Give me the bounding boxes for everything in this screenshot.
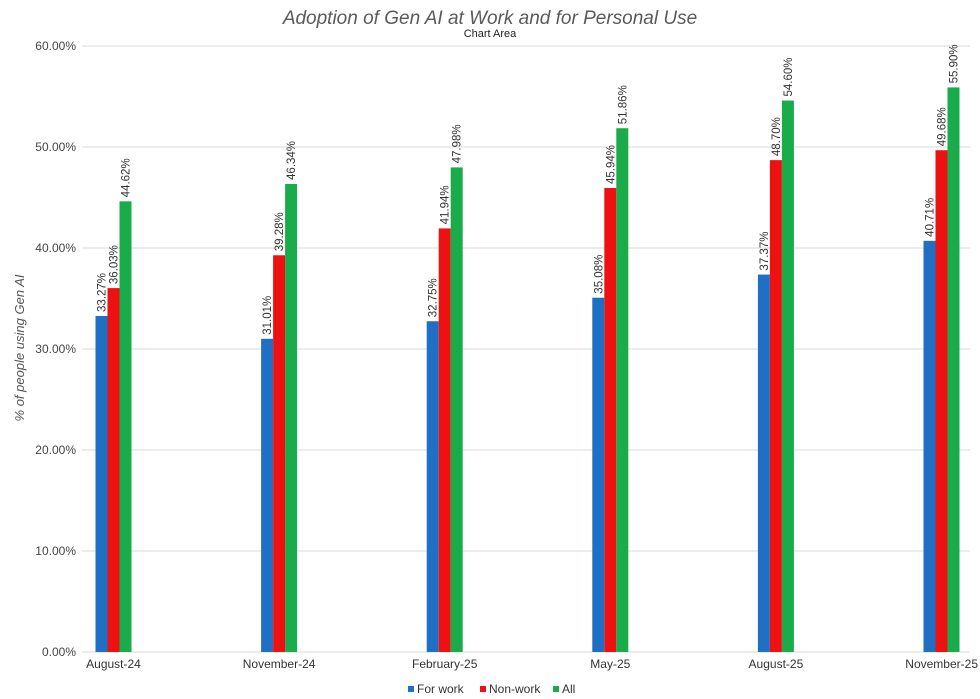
data-label: 45.94%	[605, 145, 617, 184]
x-tick-label: November-24	[243, 657, 316, 671]
data-label: 31.01%	[262, 296, 274, 335]
x-tick-label: May-25	[590, 657, 630, 671]
x-tick-label: August-24	[86, 657, 141, 671]
x-tick-label: August-25	[749, 657, 804, 671]
bar-for-work	[261, 338, 274, 652]
bar-for-work	[923, 240, 936, 653]
legend-swatch	[408, 686, 414, 692]
legend-label: All	[562, 682, 575, 696]
bar-non-work	[604, 188, 617, 653]
y-tick-label: 60.00%	[35, 39, 76, 53]
data-label: 37.37%	[759, 232, 771, 271]
gridlines	[82, 45, 970, 653]
data-label: 49.68%	[937, 107, 949, 146]
bar-all	[947, 87, 960, 652]
y-axis-ticks: 0.00% 10.00% 20.00% 30.00% 40.00% 50.00% 60.00…	[35, 39, 76, 659]
bar-all	[285, 183, 298, 652]
data-label: 40.71%	[925, 198, 937, 237]
data-label: 54.60%	[783, 58, 795, 97]
legend-swatch	[480, 686, 486, 692]
legend-swatch	[553, 686, 559, 692]
bar-for-work	[95, 315, 108, 652]
legend-label: For work	[417, 682, 465, 696]
data-label: 41.94%	[440, 185, 452, 224]
data-label: 33.27%	[97, 273, 109, 312]
bar-non-work	[438, 228, 451, 652]
bar-for-work	[592, 297, 605, 652]
bar-non-work	[107, 288, 120, 652]
data-label: 48.70%	[771, 117, 783, 156]
y-tick-label: 30.00%	[35, 342, 76, 356]
data-label: 46.34%	[286, 141, 298, 180]
x-tick-label: February-25	[412, 657, 478, 671]
bar-non-work	[935, 150, 948, 652]
data-label: 36.03%	[109, 245, 121, 284]
bar-non-work	[273, 255, 286, 652]
bar-for-work	[757, 274, 770, 652]
data-label: 44.62%	[121, 158, 133, 197]
bar-non-work	[769, 160, 782, 652]
y-tick-label: 0.00%	[42, 645, 76, 659]
chart-subtitle: Chart Area	[464, 28, 517, 40]
legend: For work Non-work All	[408, 682, 575, 696]
y-tick-label: 50.00%	[35, 140, 76, 154]
data-label: 51.86%	[617, 85, 629, 124]
x-tick-label: November-25	[905, 657, 978, 671]
data-label: 47.98%	[452, 124, 464, 163]
chart-title: Adoption of Gen AI at Work and for Perso…	[282, 8, 697, 29]
data-label: 32.75%	[428, 278, 440, 317]
x-axis-ticks: August-24 November-24 February-25 May-25 Aug…	[86, 657, 978, 671]
bar-all	[616, 128, 629, 653]
y-tick-label: 10.00%	[35, 544, 76, 558]
y-tick-label: 20.00%	[35, 443, 76, 457]
bar-all	[450, 167, 463, 653]
data-labels: 33.27%36.03% 44.62% 31.01% 39.28% 46.34% 32.7…	[97, 44, 961, 334]
data-label: 39.28%	[274, 212, 286, 251]
legend-label: Non-work	[489, 682, 541, 696]
y-tick-label: 40.00%	[35, 241, 76, 255]
bars	[95, 87, 960, 653]
bar-for-work	[426, 321, 439, 652]
y-axis-label: % of people using Gen AI	[12, 274, 27, 421]
bar-all	[781, 100, 794, 653]
bar-all	[119, 201, 132, 652]
data-label: 35.08%	[593, 255, 605, 294]
data-label: 55.90%	[949, 44, 961, 83]
